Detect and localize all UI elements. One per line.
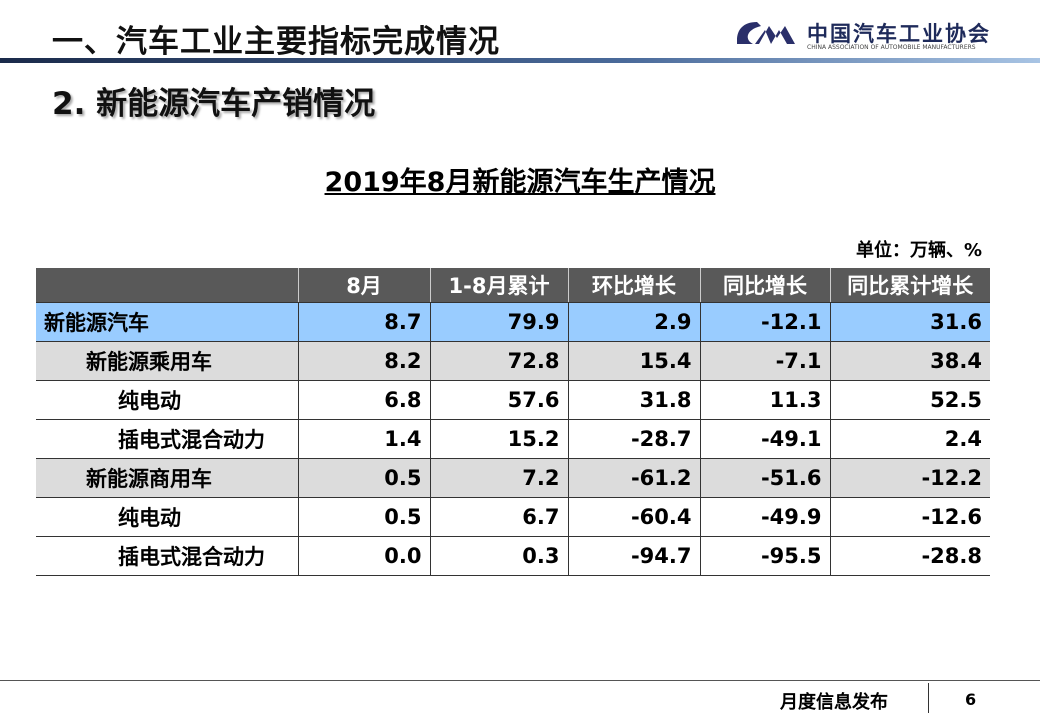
table-row: 插电式混合动力 1.4 15.2 -28.7 -49.1 2.4 bbox=[36, 419, 990, 459]
table-header-row: 8月 1-8月累计 环比增长 同比增长 同比累计增长 bbox=[36, 268, 990, 303]
footer-label: 月度信息发布 bbox=[780, 692, 888, 713]
table-cell: -95.5 bbox=[699, 536, 830, 576]
column-header: 同比增长 bbox=[699, 268, 830, 303]
table-cell: 15.4 bbox=[567, 341, 700, 381]
caam-logo-icon bbox=[737, 22, 795, 44]
table-cell: 72.8 bbox=[429, 341, 568, 381]
table-cell: 6.8 bbox=[297, 380, 430, 420]
table-cell: 2.4 bbox=[829, 419, 990, 459]
table-cell: 79.9 bbox=[429, 302, 568, 342]
footer-divider bbox=[0, 680, 1040, 681]
table-cell: 0.3 bbox=[429, 536, 568, 576]
table-cell: 0.5 bbox=[297, 458, 430, 498]
row-label: 新能源商用车 bbox=[36, 458, 298, 498]
table-cell: -60.4 bbox=[567, 497, 700, 537]
table-cell: -49.9 bbox=[699, 497, 830, 537]
table-row: 纯电动 0.5 6.7 -60.4 -49.9 -12.6 bbox=[36, 497, 990, 537]
table-cell: 6.7 bbox=[429, 497, 568, 537]
table-cell: -61.2 bbox=[567, 458, 700, 498]
table-cell: -28.7 bbox=[567, 419, 700, 459]
column-header bbox=[36, 268, 298, 303]
table-cell: -12.1 bbox=[699, 302, 830, 342]
row-label: 新能源乘用车 bbox=[36, 341, 298, 381]
logo-text-cn: 中国汽车工业协会 bbox=[807, 22, 991, 46]
table-cell: 1.4 bbox=[297, 419, 430, 459]
table-row: 新能源汽车 8.7 79.9 2.9 -12.1 31.6 bbox=[36, 302, 990, 342]
table-cell: 57.6 bbox=[429, 380, 568, 420]
column-header: 同比累计增长 bbox=[829, 268, 990, 303]
row-label: 纯电动 bbox=[36, 497, 298, 537]
section-title: 一、汽车工业主要指标完成情况 bbox=[52, 24, 500, 60]
unit-label: 单位：万辆、% bbox=[855, 240, 982, 261]
footer-separator bbox=[928, 683, 929, 713]
table-cell: -7.1 bbox=[699, 341, 830, 381]
table-cell: 2.9 bbox=[567, 302, 700, 342]
table-cell: 31.6 bbox=[829, 302, 990, 342]
row-label: 插电式混合动力 bbox=[36, 419, 298, 459]
row-label: 新能源汽车 bbox=[36, 302, 298, 342]
table-cell: -12.2 bbox=[829, 458, 990, 498]
column-header: 8月 bbox=[297, 268, 430, 303]
caam-logo: 中国汽车工业协会 CHINA ASSOCIATION OF AUTOMOBILE… bbox=[735, 18, 995, 54]
column-header: 环比增长 bbox=[567, 268, 700, 303]
table-cell: 15.2 bbox=[429, 419, 568, 459]
table-row: 插电式混合动力 0.0 0.3 -94.7 -95.5 -28.8 bbox=[36, 536, 990, 576]
table-cell: -28.8 bbox=[829, 536, 990, 576]
table-title: 2019年8月新能源汽车生产情况 bbox=[324, 167, 716, 198]
subtitle: 2. 新能源汽车产销情况 bbox=[52, 86, 376, 122]
table-cell: 7.2 bbox=[429, 458, 568, 498]
table-cell: -12.6 bbox=[829, 497, 990, 537]
table-cell: -49.1 bbox=[699, 419, 830, 459]
table-cell: -51.6 bbox=[699, 458, 830, 498]
table-cell: 0.5 bbox=[297, 497, 430, 537]
table-cell: 8.2 bbox=[297, 341, 430, 381]
row-label: 纯电动 bbox=[36, 380, 298, 420]
column-header: 1-8月累计 bbox=[429, 268, 568, 303]
table-title-wrap: 2019年8月新能源汽车生产情况 bbox=[0, 160, 1040, 199]
row-label: 插电式混合动力 bbox=[36, 536, 298, 576]
table-row: 纯电动 6.8 57.6 31.8 11.3 52.5 bbox=[36, 380, 990, 420]
production-table: 8月 1-8月累计 环比增长 同比增长 同比累计增长 新能源汽车 8.7 79.9 2.9 -1… bbox=[36, 268, 990, 576]
table-cell: 38.4 bbox=[829, 341, 990, 381]
table-cell: 0.0 bbox=[297, 536, 430, 576]
table-row: 新能源商用车 0.5 7.2 -61.2 -51.6 -12.2 bbox=[36, 458, 990, 498]
page-number: 6 bbox=[965, 690, 977, 709]
table-cell: -94.7 bbox=[567, 536, 700, 576]
logo-text-en: CHINA ASSOCIATION OF AUTOMOBILE MANUFACT… bbox=[807, 44, 976, 51]
header-divider bbox=[0, 58, 1040, 63]
table-cell: 31.8 bbox=[567, 380, 700, 420]
table-cell: 11.3 bbox=[699, 380, 830, 420]
table-cell: 8.7 bbox=[297, 302, 430, 342]
table-cell: 52.5 bbox=[829, 380, 990, 420]
table-row: 新能源乘用车 8.2 72.8 15.4 -7.1 38.4 bbox=[36, 341, 990, 381]
